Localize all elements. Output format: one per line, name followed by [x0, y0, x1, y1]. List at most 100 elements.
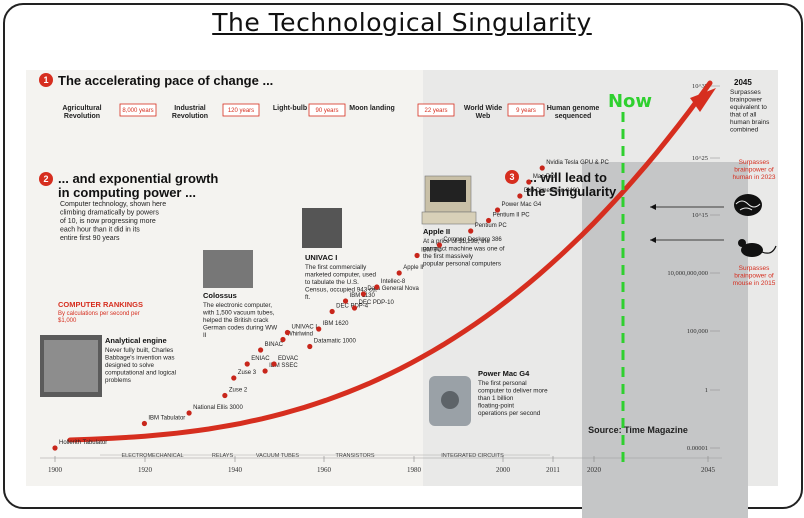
- brain-all-humans-text: Surpasses brainpower equivalent to that of …: [730, 89, 770, 134]
- data-point: [307, 343, 313, 350]
- brain-all-humans-line: Surpasses: [730, 89, 761, 96]
- callout-colossus-body-line: with 1,500 vacuum tubes,: [202, 310, 275, 317]
- y-axis-ticks: 10^35 10^25 10^15 10,000,000,000 100,000 1 0.0…: [667, 83, 720, 452]
- callout-apple-body-line: At a price of $1,298, the: [423, 238, 490, 245]
- y-tick-label: 0.00001: [687, 445, 708, 452]
- milestone-label: Industrial Revolution: [172, 105, 208, 120]
- x-tick-label: 2011: [546, 466, 560, 474]
- milestone-label-line: Industrial: [174, 105, 206, 112]
- data-point: [360, 291, 367, 297]
- data-point-label: IBM 1620: [323, 321, 349, 327]
- data-point: [414, 252, 420, 259]
- section-3: 3 ... will lead to the Singularity: [505, 170, 617, 199]
- callout-analytical-title: Analytical engine: [105, 336, 167, 345]
- milestone-label: Human genome sequenced: [547, 105, 600, 120]
- x-tick-label: 2000: [496, 466, 511, 474]
- rankings-title: COMPUTER RANKINGS: [58, 300, 143, 309]
- data-point-label: Apple II: [403, 265, 424, 271]
- milestone-label-line: Web: [476, 113, 491, 120]
- data-point-label: IBM PC: [421, 248, 442, 254]
- callout-colossus-body-line: helped the British crack: [203, 317, 269, 324]
- section-2-body-line: entire first 90 years: [60, 235, 120, 242]
- x-tick-label: 1960: [317, 466, 332, 474]
- data-point-label: IBM SSEC: [269, 363, 298, 369]
- callout-colossus-body-line: German codes during WW: [203, 325, 277, 332]
- brain-2045-year: 2045: [734, 78, 752, 87]
- callouts: Analytical engine Never fully built, Char…: [105, 227, 548, 417]
- y-tick-label: 10^35: [692, 83, 708, 90]
- callout-powermac-body: The first personal computer to deliver mo…: [478, 380, 548, 417]
- brain-human-line: Surpasses: [739, 159, 770, 166]
- data-point: [258, 347, 264, 353]
- data-point-label: Dell Dimension 8400: [524, 188, 580, 194]
- callout-powermac-title: Power Mac G4: [478, 369, 530, 378]
- x-tick-label: 1920: [138, 466, 153, 474]
- milestone-label: Agricultural Revolution: [62, 105, 101, 120]
- callout-analytical-body-line: computational and logical: [105, 370, 176, 377]
- section-3-heading: ... will lead to the Singularity: [526, 170, 617, 199]
- data-point: [494, 207, 501, 213]
- data-point: [262, 368, 268, 374]
- callout-univac-title: UNIVAC I: [305, 253, 337, 262]
- milestones-row: Agricultural Revolution Industrial Revoluti…: [62, 103, 600, 120]
- data-point-label: EDVAC: [278, 356, 299, 362]
- data-point-label: Hollerith Tabulator: [59, 440, 107, 446]
- section-2-badge: [39, 172, 53, 186]
- data-point: [485, 217, 492, 224]
- section-1-number: 1: [43, 75, 48, 85]
- callout-apple-title: Apple II: [423, 227, 450, 236]
- callout-apple-body-line: compact machine was one of: [423, 246, 505, 253]
- future-shaded-zone: [582, 162, 748, 518]
- callout-apple-body-line: popular personal computers: [423, 261, 501, 268]
- data-point-label: ENIAC: [251, 356, 270, 362]
- x-tick-label: 2045: [701, 466, 716, 474]
- y-tick-label: 10^25: [692, 155, 708, 162]
- mouse-icon: [738, 239, 777, 257]
- section-2-body-line: climbing dramatically by powers: [60, 210, 159, 217]
- gap-label: 22 years: [424, 108, 447, 114]
- curve-arrowhead: [690, 88, 716, 112]
- data-point-label: Nvidia Tesla GPU & PC: [546, 160, 609, 166]
- data-point-label: DEC PDP-10: [358, 300, 394, 306]
- section-2-number: 2: [43, 174, 48, 184]
- section-2-heading: ... and exponential growth in computing p…: [58, 171, 218, 200]
- y-tick-label: 1: [705, 387, 708, 394]
- era-label: RELAYS: [212, 453, 234, 459]
- callout-univac-body: The first commercially marketed computer,…: [305, 264, 378, 301]
- section-1-heading: The accelerating pace of change ...: [58, 73, 273, 88]
- data-points: Hollerith Tabulator IBM Tabulator National…: [52, 160, 609, 451]
- y-tick-label: 10^15: [692, 212, 708, 219]
- section-2-body-line: each hour than it did in its: [60, 227, 140, 234]
- milestone-label: Moon landing: [349, 105, 395, 112]
- gap-label: 120 years: [228, 108, 254, 114]
- section-2-heading-line: ... and exponential growth: [58, 171, 218, 186]
- section-1: 1 The accelerating pace of change ... Ag…: [39, 73, 599, 120]
- data-point-label: National Ellis 3000: [193, 405, 243, 411]
- gap-label: 8,000 years: [122, 108, 153, 114]
- section-3-number: 3: [509, 172, 514, 182]
- data-point-label: Whirlwind: [287, 332, 313, 338]
- now-label: Now: [608, 91, 652, 112]
- x-tick-label: 1940: [228, 466, 243, 474]
- data-point: [342, 298, 349, 304]
- rankings-subtitle-line: By calculations per second per: [58, 311, 140, 317]
- callout-analytical-body-line: Never fully built, Charles: [105, 347, 173, 354]
- data-point-label: IBM Tabulator: [148, 416, 185, 422]
- data-point: [231, 375, 237, 381]
- callout-univac-body-line: to tabulate the U.S.: [305, 279, 359, 286]
- magazine-graphic: [26, 70, 778, 518]
- milestone-label-line: Moon landing: [349, 105, 395, 112]
- data-point: [52, 445, 58, 451]
- brain-all-humans-line: combined: [730, 127, 759, 134]
- milestone-label: World Wide Web: [464, 105, 502, 120]
- gap-pill: [417, 103, 455, 117]
- data-point: [526, 179, 532, 185]
- callout-analytical-body-line: Babbage's invention was: [105, 355, 174, 362]
- data-point-label: Compaq Deskpro 386: [443, 237, 502, 243]
- human-brain-icon: [734, 194, 762, 216]
- era-bands: ELECTROMECHANICAL RELAYS VACUUM TUBES TRANS…: [100, 453, 550, 459]
- brain-mouse-line: Surpasses: [739, 265, 770, 272]
- brain-all-humans-line: equivalent to: [730, 104, 767, 111]
- brain-mouse-line: mouse in 2015: [733, 280, 776, 287]
- data-point-label: Mac Pro: [533, 174, 556, 180]
